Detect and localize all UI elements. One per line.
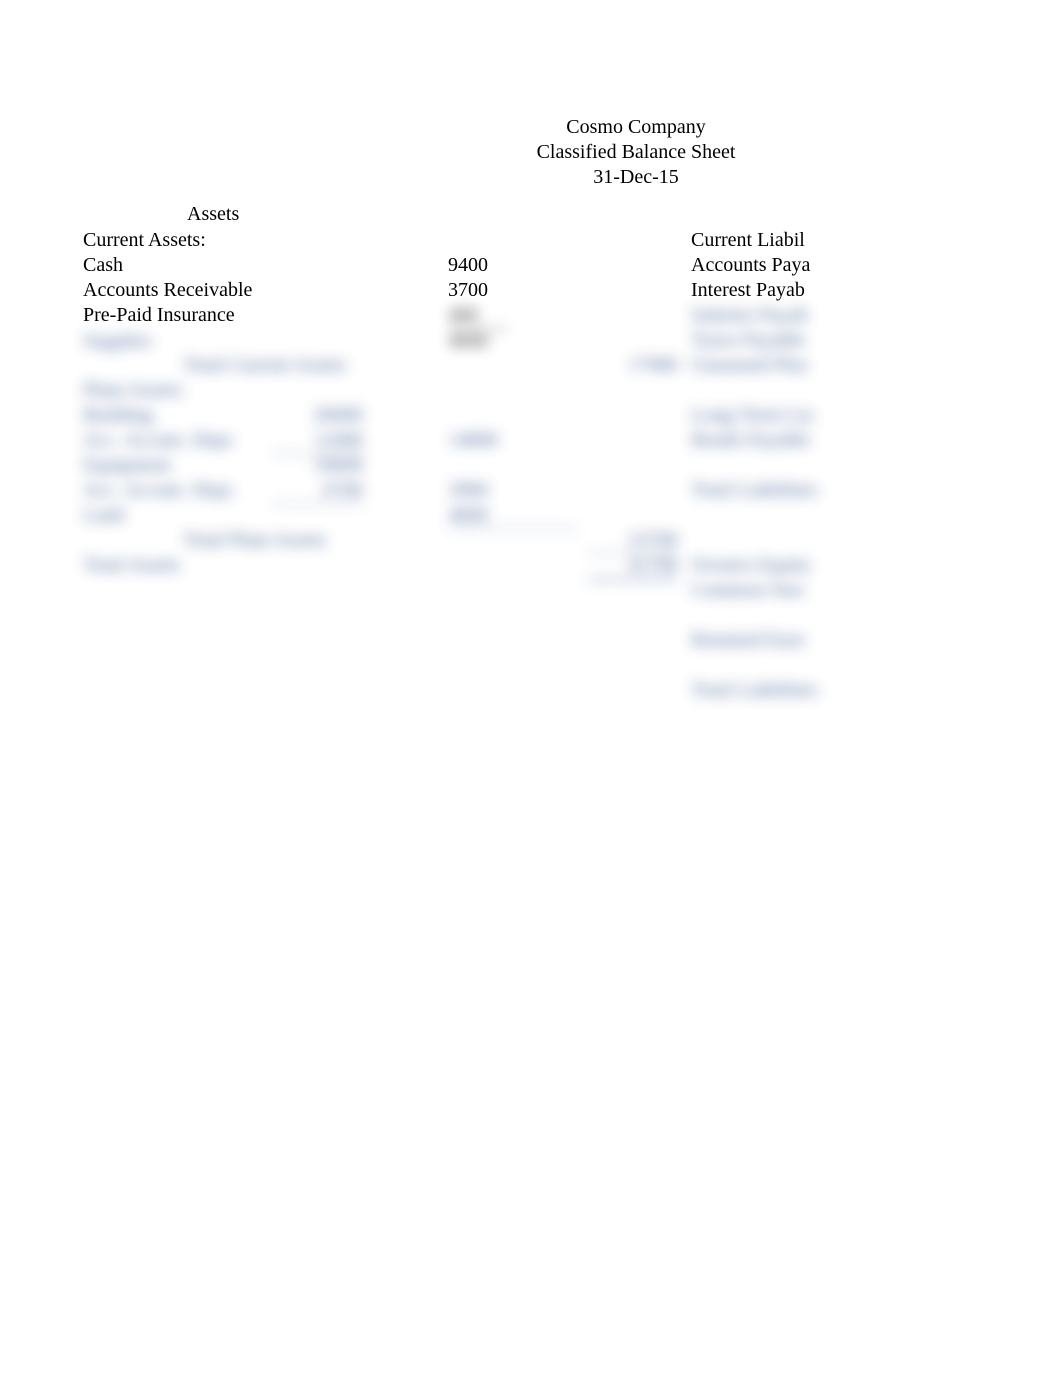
- label: Supplies: [83, 329, 448, 354]
- spacer-row: [691, 653, 891, 678]
- row-retained-earnings: Retained Earn: [691, 628, 891, 653]
- row-accounts-payable: Accounts Paya: [691, 253, 891, 278]
- row-building: Building 26000: [83, 403, 1062, 428]
- plant-assets-label: Plant Assets:: [83, 378, 1062, 403]
- row-equipment: Equipment 10600: [83, 453, 1062, 478]
- label: Equipment: [83, 453, 273, 478]
- row-equipment-depr: Acc. Accum. Depr. 6700 3900: [83, 478, 1062, 503]
- row-total-current-assets: Total Current Assets 17900: [83, 353, 1062, 378]
- label: Building: [83, 403, 273, 428]
- value: 4000: [448, 503, 578, 529]
- row-supplies: Supplies 4600: [83, 328, 1062, 353]
- value: 9400: [448, 253, 578, 278]
- spacer-row: [691, 378, 891, 403]
- row-land: Land 4000: [83, 503, 1062, 528]
- label: Total Current Assets: [83, 353, 448, 378]
- row-total-plant-assets: Total Plant Assets 23700: [83, 528, 1062, 553]
- label: Land: [83, 503, 448, 528]
- row-taxes-payable: Taxes Payable: [691, 328, 891, 353]
- row-prepaid-insurance: Pre-Paid Insurance 400: [83, 303, 1062, 328]
- blurred-assets-section: Supplies 4600 Total Current Assets 17900…: [83, 328, 1062, 578]
- owners-equity-label: Owners Equity: [691, 553, 891, 578]
- spacer-row: [691, 528, 891, 553]
- value: 6700: [273, 478, 363, 504]
- label: Current Assets:: [83, 228, 448, 253]
- row-total-liab-equity: Total Liabilities: [691, 678, 891, 703]
- spacer-row: [691, 453, 891, 478]
- assets-heading: Assets: [187, 203, 1062, 226]
- spacer-row: [691, 603, 891, 628]
- value: 4600: [448, 328, 578, 354]
- value: 10600: [273, 453, 363, 478]
- value: 400: [448, 303, 578, 328]
- net-value: 14800: [448, 428, 578, 453]
- row-common-stock: Common Stoc: [691, 578, 891, 603]
- value: 41700: [588, 553, 678, 581]
- value: 11000: [273, 428, 363, 454]
- row-accounts-receivable: Accounts Receivable 3700: [83, 278, 1062, 303]
- label: Accounts Receivable: [83, 278, 448, 303]
- current-assets-label: Current Assets:: [83, 228, 1062, 253]
- row-unearned: Unearned Plus: [691, 353, 891, 378]
- label: Total Assets: [83, 553, 448, 578]
- row-total-assets: Total Assets 41700: [83, 553, 1062, 578]
- row-salaries-payable: Salaries Payab: [691, 303, 891, 328]
- liabilities-column: Current Liabil Accounts Paya Interest Pa…: [691, 228, 891, 703]
- document-date: 31-Dec-15: [105, 165, 1062, 190]
- label: Acc. Accum. Depr.: [83, 478, 273, 503]
- spacer-row: [691, 503, 891, 528]
- net-value: 3900: [448, 478, 578, 503]
- value: 17900: [588, 353, 678, 378]
- label: Acc. Accum. Depr.: [83, 428, 273, 453]
- row-cash: Cash 9400: [83, 253, 1062, 278]
- company-name: Cosmo Company: [105, 115, 1062, 140]
- label: Total Plant Assets: [83, 528, 448, 553]
- document-header: Cosmo Company Classified Balance Sheet 3…: [0, 115, 1062, 190]
- blurred-liabilities-section: Salaries Payab Taxes Payable Unearned Pl…: [691, 303, 891, 703]
- label: Cash: [83, 253, 448, 278]
- row-building-depr: Acc. Accum. Depr. 11000 14800: [83, 428, 1062, 453]
- long-term-label: Long-Term Lia: [691, 403, 891, 428]
- current-liabilities-label: Current Liabil: [691, 228, 891, 253]
- row-total-liabilities: Total Liabilities: [691, 478, 891, 503]
- value: 3700: [448, 278, 578, 303]
- document-title: Classified Balance Sheet: [105, 140, 1062, 165]
- row-interest-payable: Interest Payab: [691, 278, 891, 303]
- balance-sheet-body: Assets Current Assets: Cash 9400 Account…: [83, 203, 1062, 578]
- row-bonds-payable: Bonds Payable: [691, 428, 891, 453]
- value: 26000: [273, 403, 363, 428]
- label: Plant Assets:: [83, 378, 448, 403]
- value: 23700: [588, 528, 678, 554]
- label: Pre-Paid Insurance: [83, 303, 448, 328]
